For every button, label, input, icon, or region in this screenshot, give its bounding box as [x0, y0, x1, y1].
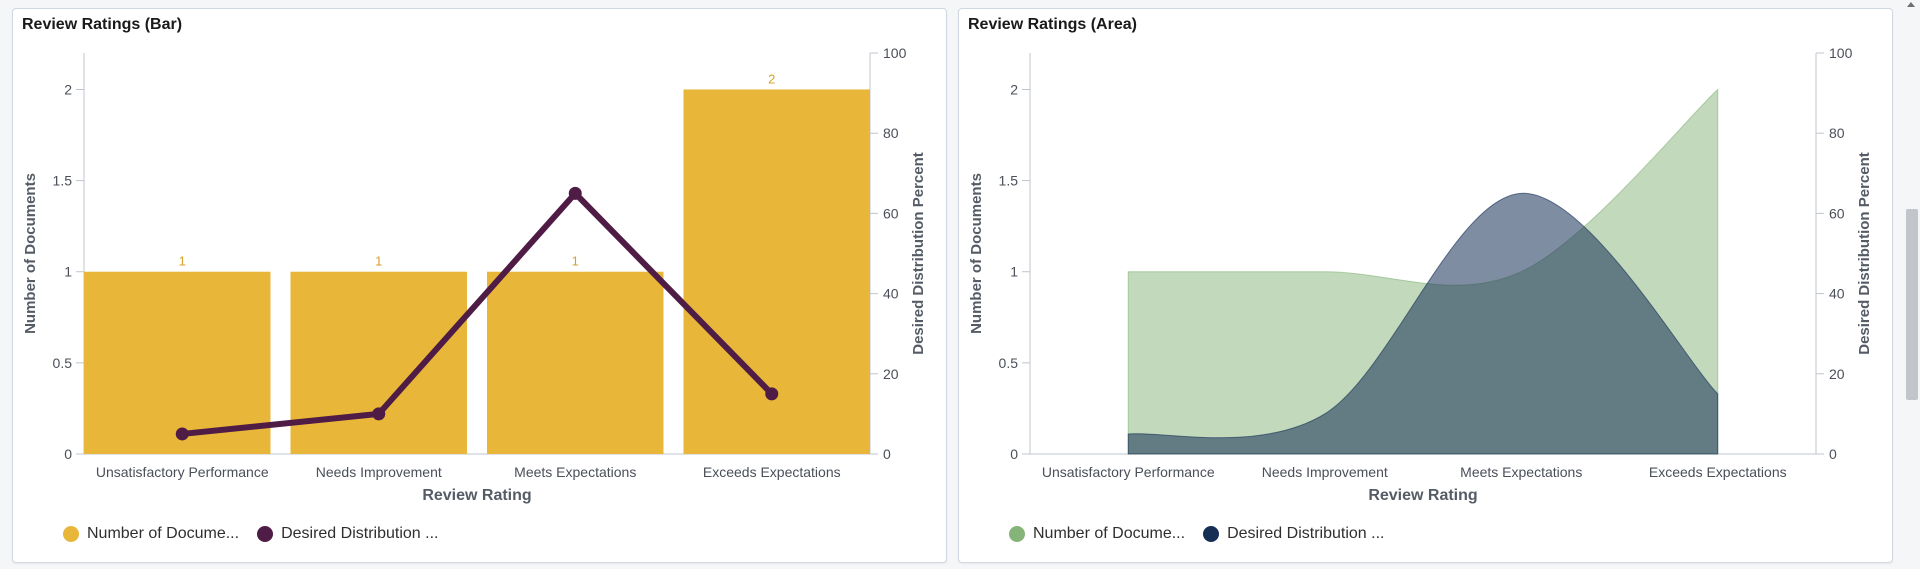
scrollbar-thumb[interactable] — [1906, 209, 1918, 400]
y-tick-label: 0.5 — [999, 355, 1019, 371]
bar — [487, 271, 664, 454]
page-scrollbar[interactable] — [1900, 0, 1920, 569]
y-tick-label: 2 — [64, 81, 72, 97]
x-axis-title: Review Rating — [422, 487, 531, 504]
y-tick-label: 2 — [1010, 81, 1018, 97]
y-axis-title: Number of Documents — [968, 173, 985, 334]
bar-data-label: 1 — [375, 254, 382, 269]
legend-swatch-icon — [63, 526, 79, 542]
chart-legend: Number of Docume... Desired Distribution… — [1009, 525, 1384, 543]
area-chart-panel: Review Ratings (Area) 0 0.5 1 1.5 2 0 20 40 60 80… — [958, 8, 1893, 563]
legend-item-desired-distribution[interactable]: Desired Distribution ... — [257, 525, 438, 543]
legend-item-desired-distribution[interactable]: Desired Distribution ... — [1203, 525, 1384, 543]
line-point — [175, 427, 189, 441]
y-tick-label: 1.5 — [999, 173, 1019, 189]
x-tick-label: Unsatisfactory Performance — [96, 464, 269, 480]
series-line-desired-distribution — [179, 190, 775, 437]
line-point — [568, 186, 582, 200]
panel-title: Review Ratings (Area) — [968, 16, 1137, 33]
legend-label: Number of Docume... — [87, 525, 240, 542]
bar — [683, 89, 870, 455]
y2-tick-label: 80 — [883, 125, 899, 141]
panel-title: Review Ratings (Bar) — [22, 16, 183, 33]
y-tick-label: 0 — [64, 446, 72, 462]
y2-tick-label: 100 — [883, 45, 907, 61]
line-point — [765, 387, 779, 401]
legend-swatch-icon — [1203, 526, 1220, 542]
legend-item-number-of-documents[interactable]: Number of Docume... — [63, 525, 239, 543]
bar-data-label: 2 — [768, 71, 775, 86]
y-tick-label: 1.5 — [53, 173, 73, 189]
y2-tick-label: 20 — [883, 366, 899, 382]
y2-tick-label: 20 — [1829, 366, 1845, 382]
x-tick-label: Meets Expectations — [1460, 464, 1582, 480]
y-tick-label: 1 — [64, 264, 72, 280]
legend-swatch-icon — [257, 526, 274, 542]
x-tick-label: Exceeds Expectations — [703, 464, 841, 480]
x-tick-label: Unsatisfactory Performance — [1042, 464, 1215, 480]
bar-data-label: 1 — [572, 254, 579, 269]
y-tick-label: 0.5 — [53, 355, 73, 371]
legend-label: Desired Distribution ... — [1227, 525, 1385, 542]
y-tick-label: 1 — [1010, 264, 1018, 280]
y-tick-label: 0 — [1010, 446, 1018, 462]
x-tick-label: Needs Improvement — [1262, 464, 1388, 480]
line-point — [372, 407, 386, 421]
legend-item-number-of-documents[interactable]: Number of Docume... — [1009, 525, 1185, 543]
y2-tick-label: 80 — [1829, 125, 1845, 141]
area-desired-distribution — [1127, 192, 1719, 455]
y2-tick-label: 0 — [883, 446, 891, 462]
legend-label: Number of Docume... — [1033, 525, 1186, 542]
chart-legend: Number of Docume... Desired Distribution… — [63, 525, 438, 543]
y2-axis-title: Desired Distribution Percent — [1856, 152, 1873, 355]
x-axis-title: Review Rating — [1368, 487, 1477, 504]
bar — [84, 271, 271, 454]
y2-tick-label: 40 — [1829, 286, 1845, 302]
y2-tick-label: 0 — [1829, 446, 1837, 462]
bar-data-label: 1 — [179, 254, 186, 269]
legend-swatch-icon — [1009, 526, 1025, 542]
bar-chart-panel: Review Ratings (Bar) 0 0.5 1 1.5 2 0 20 40 60 80 1… — [12, 8, 947, 563]
legend-label: Desired Distribution ... — [281, 525, 439, 542]
x-tick-label: Meets Expectations — [514, 464, 636, 480]
y2-tick-label: 60 — [1829, 205, 1845, 221]
y2-tick-label: 40 — [883, 286, 899, 302]
y2-tick-label: 100 — [1829, 45, 1853, 61]
x-tick-label: Exceeds Expectations — [1649, 464, 1787, 480]
scroll-up-arrow-icon[interactable] — [1907, 2, 1915, 7]
y2-axis-title: Desired Distribution Percent — [910, 152, 927, 355]
bar — [290, 271, 467, 454]
y-axis-title: Number of Documents — [22, 173, 39, 334]
x-tick-label: Needs Improvement — [316, 464, 442, 480]
y2-tick-label: 60 — [883, 205, 899, 221]
